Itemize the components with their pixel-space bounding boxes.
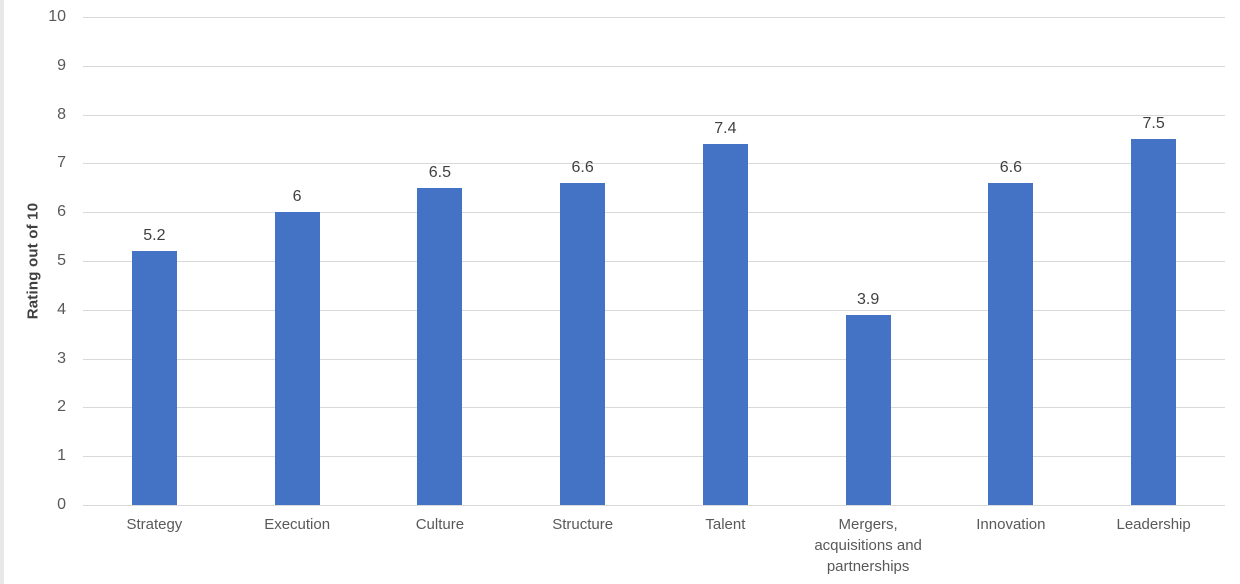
bar — [131, 251, 177, 505]
y-tick-label: 0 — [57, 496, 66, 513]
bar — [845, 314, 891, 505]
y-tick-label: 2 — [57, 398, 66, 416]
x-category-label: Leadership — [1116, 516, 1191, 533]
bar-value-label: 6.6 — [999, 158, 1022, 176]
x-category-label: Strategy — [126, 516, 183, 533]
y-tick-label: 10 — [48, 8, 66, 25]
bar-value-label: 7.4 — [714, 119, 737, 137]
gridline — [83, 114, 1225, 116]
bar — [1131, 139, 1177, 505]
bar — [417, 187, 463, 505]
gridline — [83, 456, 1225, 458]
bar-value-label: 6.6 — [571, 158, 594, 176]
y-tick-label: 4 — [57, 300, 66, 318]
x-category-label: Mergers, acquisitions and partnerships — [814, 516, 922, 575]
gridline — [83, 261, 1225, 262]
gridline — [83, 358, 1225, 360]
y-tick-label: 9 — [57, 56, 66, 74]
x-category-label: Culture — [415, 516, 465, 533]
y-tick-label: 7 — [57, 154, 66, 172]
y-tick-label: 6 — [57, 203, 66, 221]
bar-value-label: 3.9 — [857, 290, 880, 308]
y-tick-label: 1 — [57, 447, 66, 465]
bar-value-label: 6 — [292, 188, 302, 206]
x-category-label: Talent — [705, 516, 746, 533]
gridline — [83, 407, 1225, 409]
gridline — [83, 17, 1225, 18]
window-edge-strip — [0, 0, 4, 584]
bar-value-label: 5.2 — [143, 227, 166, 245]
y-tick-label: 8 — [57, 105, 66, 123]
x-category-label: Innovation — [976, 516, 1046, 533]
y-tick-label: 3 — [57, 349, 66, 367]
bar — [702, 143, 748, 505]
x-category-label: Execution — [264, 516, 331, 533]
gridline — [83, 505, 1225, 506]
gridline — [83, 65, 1225, 67]
bar — [274, 212, 320, 505]
gridline — [83, 212, 1225, 214]
bar-value-label: 7.5 — [1142, 115, 1165, 132]
bar-value-label: 6.5 — [428, 163, 451, 181]
bar — [988, 182, 1034, 505]
x-category-label: Structure — [552, 516, 614, 533]
y-tick-label: 5 — [57, 252, 66, 269]
gridline — [83, 163, 1225, 165]
gridline — [83, 309, 1225, 311]
bar — [560, 182, 606, 505]
